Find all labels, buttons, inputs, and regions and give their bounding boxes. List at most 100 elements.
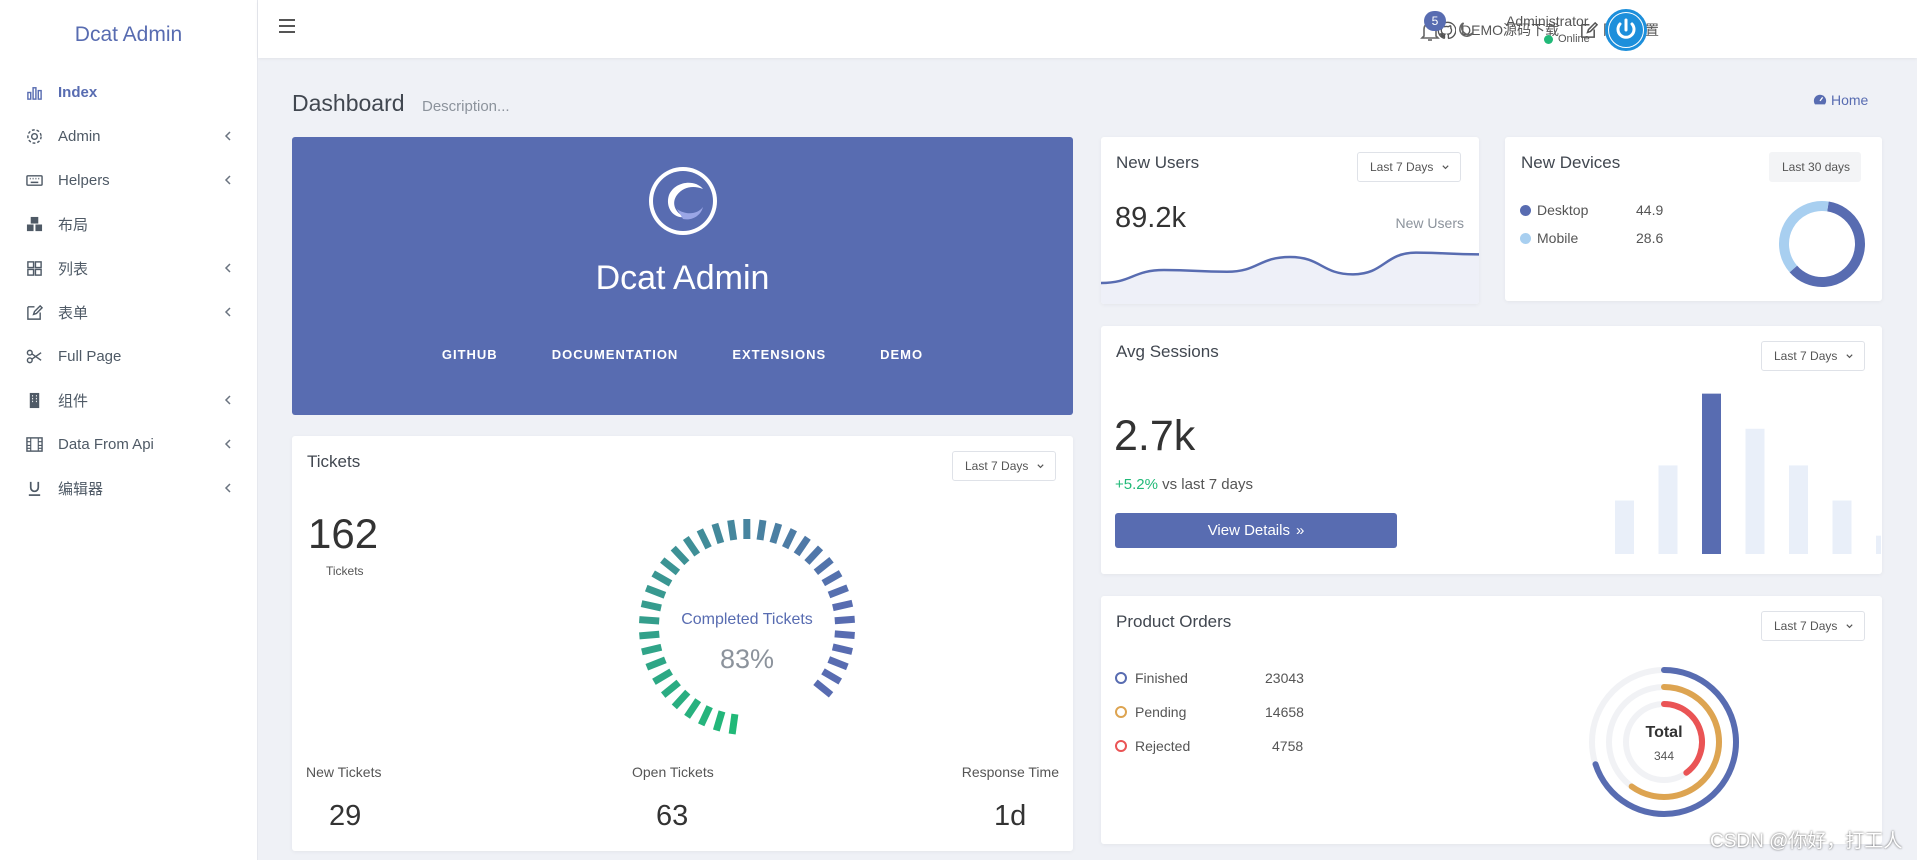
breadcrumb-home-label: Home [1831,92,1869,108]
new-users-label: New Users [1395,215,1464,231]
sidebar-item-scissors[interactable]: Full Page [0,334,257,378]
brand-logo[interactable]: Dcat Admin [74,23,183,46]
tickets-card: Tickets Last 7 Days 162 Tickets Complete… [292,436,1073,851]
avg-sessions-range-label: Last 7 Days [1774,349,1838,363]
banner-link-demo[interactable]: DEMO [880,347,924,362]
avg-sessions-change-value: +5.2% [1115,476,1158,493]
sidebar-item-label: Helpers [58,171,110,189]
sidebar-item-label: Data From Api [58,435,154,453]
gauge-segment-1 [712,710,726,732]
session-bar-5 [1832,500,1852,554]
avatar[interactable] [1605,9,1647,51]
new-users-range-label: Last 7 Days [1370,160,1434,174]
response-time-label: Response Time [961,764,1059,780]
product-orders-range-select[interactable]: Last 7 Days [1761,611,1866,641]
donut-slice-mobile [1779,201,1829,273]
sidebar-item-gear[interactable]: Admin [0,114,257,158]
gauge-segment-23 [782,528,797,550]
avg-sessions-title: Avg Sessions [1116,342,1219,361]
sidebar-item-label: 组件 [58,392,89,410]
gauge-segment-10 [639,616,660,625]
avg-sessions-change-suffix: vs last 7 days [1162,476,1253,493]
new-users-card: New Users Last 7 Days 89.2k New Users [1101,137,1479,304]
sparkline-area [1101,252,1479,304]
legend-desktop-label: Desktop [1537,202,1589,218]
sidebar-item-label: 编辑器 [58,480,104,498]
sidebar-item-cubes[interactable]: 布局 [0,202,257,246]
banner-link-github[interactable]: GITHUB [441,347,498,362]
view-details-label: View Details [1207,522,1290,539]
sidebar-item-edit[interactable]: 表单 [0,290,257,334]
avg-sessions-change: +5.2% vs last 7 days [1115,476,1253,493]
gauge-segment-2 [698,705,713,727]
gauge-segment-21 [756,519,767,541]
tickets-range-select[interactable]: Last 7 Days [952,451,1057,481]
chevron-left-icon [224,175,231,185]
session-bar-4 [1789,465,1808,554]
new-tickets-label: New Tickets [306,764,382,780]
gauge-segment-32 [831,643,853,655]
rejected-ring-icon [1115,740,1127,752]
gauge-segment-9 [639,630,660,640]
legend-desktop: Desktop [1520,202,1588,218]
new-devices-donut [1779,201,1865,287]
new-devices-title: New Devices [1521,153,1621,172]
user-name[interactable]: Administrator [1506,13,1589,29]
gauge-segment-12 [644,584,667,599]
new-users-sparkline [1101,251,1479,304]
chevron-down-icon [1037,463,1044,468]
legend-desktop-value: 44.9 [1636,202,1664,218]
sidebar-item-film[interactable]: Data From Api [0,422,257,466]
view-details-button[interactable]: View Details » [1115,513,1397,548]
legend-mobile-value: 28.6 [1636,230,1664,246]
orders-total-label: Total [1645,724,1683,741]
new-devices-card: New Devices Last 30 days Desktop 44.9 Mo… [1505,137,1882,301]
chevron-left-icon [224,439,231,449]
notification-badge[interactable]: 5 [1424,11,1446,31]
sidebar-item-grid[interactable]: 列表 [0,246,257,290]
gauge-segment-5 [660,679,681,698]
new-users-title: New Users [1116,153,1200,172]
radial-arc-pending [1628,684,1722,800]
response-time-value: 1d [994,800,1027,832]
grid-icon [24,258,44,278]
sidebar-item-label: Admin [58,127,101,145]
session-bar-3 [1745,428,1765,554]
gauge-segment-19 [727,519,738,541]
gear-icon [24,126,44,146]
chevron-down-icon [1442,164,1449,169]
banner-link-extensions[interactable]: EXTENSIONS [732,347,827,362]
new-devices-range-select[interactable]: Last 30 days [1769,152,1862,182]
gauge-label: Completed Tickets [681,611,813,628]
open-tickets-label: Open Tickets [632,764,714,780]
gauge-segment-17 [696,528,712,550]
legend-finished: Finished [1115,670,1188,686]
pending-ring-icon [1115,706,1127,718]
sidebar-item-label: Full Page [58,347,122,365]
gauge-segment-29 [832,599,854,612]
sidebar-item-keyboard[interactable]: Helpers [0,158,257,202]
banner-link-documentation[interactable]: DOCUMENTATION [551,347,679,362]
sidebar-item-building[interactable]: 组件 [0,378,257,422]
keyboard-icon [24,170,44,190]
sidebar-item-label: 表单 [58,304,89,322]
edit-icon [24,302,44,322]
moon-icon[interactable] [1456,20,1476,40]
tickets-total-label: Tickets [326,564,364,578]
legend-rejected: Rejected [1115,738,1190,754]
building-icon [24,390,44,410]
sidebar-item-bar-chart[interactable]: Index [0,70,257,114]
mobile-dot-icon [1520,232,1531,244]
avg-sessions-range-select[interactable]: Last 7 Days [1761,341,1866,371]
new-tickets-value: 29 [329,800,362,832]
new-users-range-select[interactable]: Last 7 Days [1357,152,1462,182]
radial-arc-finished [1592,667,1739,817]
page-title: Dashboard [292,90,405,116]
avg-sessions-card: Avg Sessions Last 7 Days 2.7k +5.2% vs l… [1101,326,1882,574]
sidebar-item-underline[interactable]: 编辑器 [0,466,257,510]
gauge-value: 83% [719,644,775,674]
breadcrumb-home[interactable]: Home [1813,92,1868,108]
chevron-left-icon [224,131,231,141]
menu-toggle-icon[interactable] [278,16,298,36]
tickets-range-label: Last 7 Days [965,459,1029,473]
